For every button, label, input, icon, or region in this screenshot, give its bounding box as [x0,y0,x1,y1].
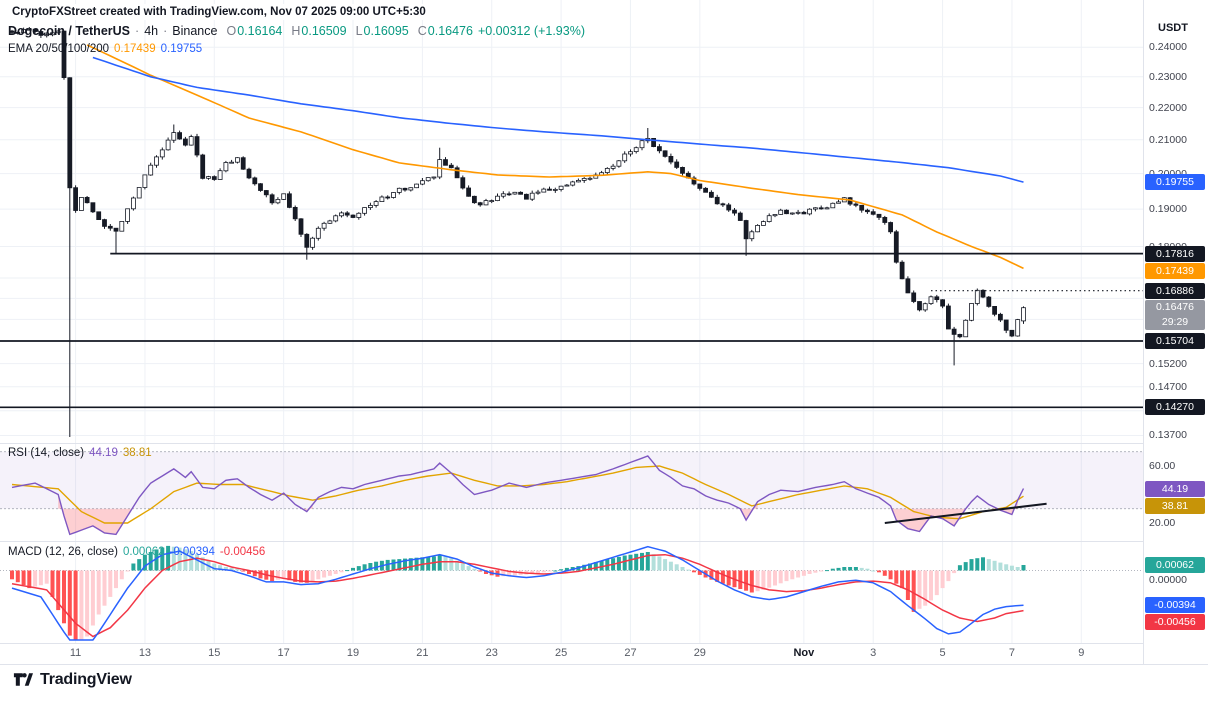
ohlc-high: H 0.16509 [291,24,347,38]
time-tick-27: 27 [624,647,637,659]
tradingview-logo[interactable]: TradingView [12,669,132,690]
macd-legend[interactable]: MACD (12, 26, close) 0.00062 -0.00394 -0… [8,546,265,558]
axis-badge-0.14270: 0.14270 [1145,399,1205,416]
macd-signal-line [11,553,1024,638]
axis-tick-label: 0.19000 [1149,203,1187,216]
macd-legend-label: MACD (12, 26, close) [8,546,118,558]
rsi-trendline[interactable] [884,502,1047,524]
symbol-interval[interactable]: 4h [144,24,159,38]
time-tick-23: 23 [485,647,498,659]
ohlc-close: C 0.16476 [417,24,473,38]
axis-tick-label: 0.22000 [1149,101,1187,114]
axis-badge-0.16886: 0.16886 [1145,282,1205,299]
rsi-ma-value: 38.81 [122,447,152,459]
time-tick-9: 9 [1078,647,1085,659]
pane-separator[interactable] [0,443,1208,444]
current-price-badge: 0.16476 29:29 [1145,299,1205,330]
pane-separator [0,643,1208,644]
axis-tick-label: 0.21000 [1149,133,1187,146]
macd-pane [0,545,1143,640]
axis-badge-0.19755: 0.19755 [1145,174,1205,191]
axis-badge-44.19: 44.19 [1145,480,1205,497]
axis-separator [1143,0,1144,664]
time-tick-25: 25 [554,647,568,659]
rsi-axis-label: 60.00 [1149,460,1176,472]
time-tick-13: 13 [138,647,152,659]
axis-tick-label: 0.15200 [1149,357,1187,370]
separator: · [135,24,140,38]
ema-orange-value: 0.17439 [114,43,156,55]
rsi-axis-label: 20.00 [1149,517,1176,529]
time-tick-Nov: Nov [793,647,815,659]
time-tick-29: 29 [693,647,706,659]
rsi-legend[interactable]: RSI (14, close) 44.19 38.81 [8,447,152,459]
ema-legend-label: EMA 20/50/100/200 [8,43,110,55]
bar-countdown: 29:29 [1161,315,1189,328]
axis-badge-38.81: 38.81 [1145,497,1205,514]
time-tick-17: 17 [277,647,290,659]
time-tick-15: 15 [208,647,221,659]
rsi-oversold-fill [994,500,1018,515]
axis-tick-label: 0.23000 [1149,70,1187,83]
price-axis[interactable]: USDT 0.240000.230000.220000.210000.20000… [1144,0,1208,664]
rsi-legend-label: RSI (14, close) [8,447,85,459]
ohlc-open: O 0.16164 [226,24,283,38]
time-tick-7: 7 [1008,647,1015,659]
axis-currency-label: USDT [1158,22,1188,34]
axis-badge--0.00394: -0.00394 [1145,597,1205,614]
attribution-watermark: CryptoFXStreet created with TradingView.… [8,4,432,20]
macd-signal-value: -0.00456 [219,546,266,558]
symbol-legend[interactable]: Dogecoin / TetherUS · 4h · Binance O 0.16… [8,24,585,38]
axis-tick-label: 0.24000 [1149,41,1187,54]
symbol-exchange: Binance [172,24,218,38]
gridlines [0,0,1143,643]
price-change: +0.00312 (+1.93%) [477,24,585,38]
ema-line [86,44,1024,270]
ema-legend[interactable]: EMA 20/50/100/200 0.17439 0.19755 [8,43,202,55]
tradingview-wordmark: TradingView [40,670,132,688]
time-axis[interactable]: 11 13 15 17 19 21 23 25 27 29 Nov 3 5 7 9 [0,644,1143,664]
time-tick-3: 3 [870,647,877,659]
time-tick-11: 11 [69,647,82,659]
axis-badge--0.00456: -0.00456 [1145,614,1205,631]
tradingview-icon [13,673,33,686]
axis-badge-0.00062: 0.00062 [1145,557,1205,574]
ohlc-low: L 0.16095 [355,24,409,38]
separator: · [163,24,168,38]
axis-tick-label: 0.14700 [1149,380,1187,393]
macd-line [11,545,1024,641]
time-tick-19: 19 [346,647,360,659]
symbol-title[interactable]: Dogecoin / TetherUS [8,24,131,38]
ema-line [92,56,1024,183]
rsi-line [11,455,1025,536]
time-tick-5: 5 [939,647,946,659]
rsi-oversold-fill [58,494,134,535]
rsi-oversold-fill [740,501,758,521]
axis-badge-0.15704: 0.15704 [1145,332,1205,349]
pane-separator [0,664,1208,665]
rsi-value: 44.19 [89,447,118,459]
pane-separator[interactable] [0,541,1208,542]
candlestick-series [9,27,1026,437]
macd-zero-label: 0.00000 [1149,574,1187,586]
ema-blue-value: 0.19755 [160,43,203,55]
time-tick-21: 21 [416,647,429,659]
axis-badge-0.17439: 0.17439 [1145,262,1205,279]
macd-line-value: -0.00394 [169,546,215,558]
chart-plot-area[interactable] [0,0,1143,643]
macd-hist-value: 0.00062 [122,546,165,558]
axis-badge-0.17816: 0.17816 [1145,245,1205,262]
axis-tick-label: 0.13700 [1149,429,1187,442]
